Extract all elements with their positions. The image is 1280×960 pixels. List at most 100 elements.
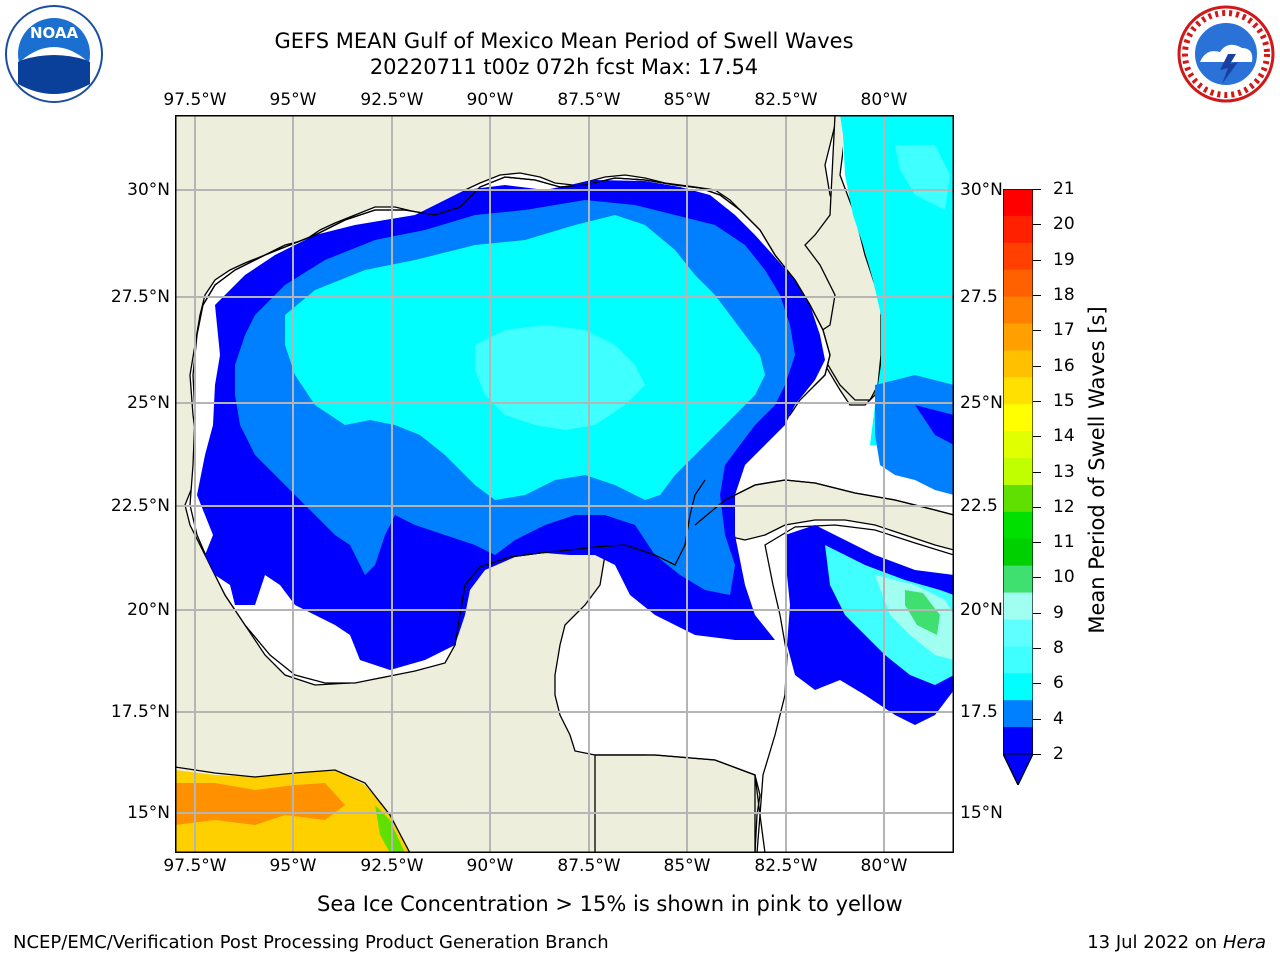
colorbar-tick-label: 11 [1053,532,1075,553]
colorbar-swatch [1003,377,1033,405]
colorbar-tick-mark [1033,718,1041,720]
colorbar-swatch [1003,619,1033,647]
colorbar-tick-mark [1033,577,1041,579]
colorbar-tick-label: 10 [1053,567,1075,588]
swell-band-6-atl [895,145,950,210]
map-panel [174,114,955,854]
chart-title: GEFS MEAN Gulf of Mexico Mean Period of … [274,29,854,53]
colorbar-tick-mark [1033,436,1041,438]
lon-label-top: 87.5°W [557,90,621,110]
colorbar-tick-label: 8 [1053,638,1064,659]
colorbar-tick-label: 13 [1053,461,1075,482]
pacific-field-orange [175,783,345,825]
graticule [175,115,954,853]
colorbar-tick-mark [1033,330,1041,332]
lon-label-bottom: 90°W [466,856,514,876]
colorbar-tick-mark [1033,506,1041,508]
colorbar-tick-mark [1033,400,1041,402]
colorbar-swatch [1003,565,1033,594]
colorbar-label: Mean Period of Swell Waves [s] [1085,306,1109,634]
lat-label-left: 20°N [127,600,170,620]
colorbar-tick-label: 18 [1053,284,1075,305]
colorbar-swatch [1003,269,1033,298]
colorbar-swatch [1003,323,1033,351]
colorbar-tick-label: 14 [1053,426,1075,447]
colorbar-swatch [1003,458,1033,486]
noaa-logo: NOAA [4,4,104,104]
pacific-field-green [375,805,405,853]
map-border [175,115,954,853]
lon-label-bottom: 87.5°W [557,856,621,876]
colorbar-tick-label: 20 [1053,214,1075,235]
swell-band-1-bahamas [915,405,954,445]
colorbar-swatch [1003,242,1033,271]
lon-label-top: 80°W [860,90,908,110]
lat-label-right: 15°N [960,803,1003,823]
lat-label-left: 27.5°N [110,287,170,307]
yucatan-coastline [454,479,706,646]
land-central-america [594,754,756,854]
lon-label-top: 97.5°W [163,90,227,110]
lat-label-right: 17.5 [960,702,998,722]
map-canvas [174,114,955,854]
colorbar-tick-label: 4 [1053,708,1064,729]
lat-label-left: 17.5°N [110,702,170,722]
noaa-logo-text: NOAA [30,24,79,42]
footer-credit: NCEP/EMC/Verification Post Processing Pr… [13,932,609,953]
colorbar-tick-label: 21 [1053,179,1075,199]
swell-field [175,115,954,853]
colorbar-swatch [1003,727,1033,755]
lon-label-bottom: 95°W [269,856,317,876]
colorbar-tick-mark [1033,754,1041,755]
lat-label-left: 15°N [127,803,170,823]
colorbar-tick-label: 12 [1053,496,1075,517]
colorbar-swatch [1003,296,1033,325]
lat-label-right: 27.5 [960,287,998,307]
lon-label-top: 92.5°W [360,90,424,110]
lon-label-top: 95°W [269,90,317,110]
colorbar-tick-label: 2 [1053,744,1064,764]
colorbar-tick-label: 17 [1053,320,1075,341]
colorbar-tick-mark [1033,648,1041,650]
lat-label-right: 25°N [960,393,1003,413]
central-america-coastline [595,754,761,854]
colorbar-swatch [1003,592,1033,620]
colorbar-swatch [1003,431,1033,459]
lon-label-bottom: 97.5°W [163,856,227,876]
lon-label-bottom: 92.5°W [360,856,424,876]
colorbar-tick-mark [1033,542,1041,544]
lat-label-right: 20°N [960,600,1003,620]
colorbar-tick-label: 19 [1053,249,1075,270]
colorbar-tick-mark [1033,294,1041,296]
gulf-coastline [202,176,831,386]
lon-label-bottom: 82.5°W [754,856,818,876]
colorbar-tick-label: 15 [1053,390,1075,411]
colorbar [1002,188,1034,787]
colorbar-tick-mark [1033,365,1041,367]
lat-label-left: 30°N [127,180,170,200]
colorbar-tick-mark [1033,259,1041,261]
colorbar-swatch [1003,700,1033,728]
lat-label-right: 30°N [960,180,1003,200]
colorbar-canvas [1002,188,1034,787]
colorbar-tick-label: 16 [1053,355,1075,376]
mexico-pacific-coastline [174,766,411,854]
colorbar-tick-mark [1033,189,1041,190]
colorbar-swatch [1003,215,1033,244]
footer-date: 13 Jul 2022 on Hera [1087,932,1266,954]
lon-label-top: 90°W [466,90,514,110]
lon-label-bottom: 80°W [860,856,908,876]
lat-label-left: 22.5°N [110,496,170,516]
sea-ice-note: Sea Ice Concentration > 15% is shown in … [317,892,903,916]
lat-label-right: 22.5 [960,496,998,516]
lon-label-top: 82.5°W [754,90,818,110]
chart-subtitle: 20220711 t00z 072h fcst Max: 17.54 [369,55,759,79]
footer-date-text: 13 Jul 2022 on [1087,932,1223,953]
colorbar-swatch [1003,189,1033,217]
nws-logo [1176,4,1276,104]
colorbar-tick-mark [1033,683,1041,685]
colorbar-swatch [1003,404,1033,432]
colorbar-swatch [1003,538,1033,567]
lon-label-top: 85°W [663,90,711,110]
lon-label-bottom: 85°W [663,856,711,876]
